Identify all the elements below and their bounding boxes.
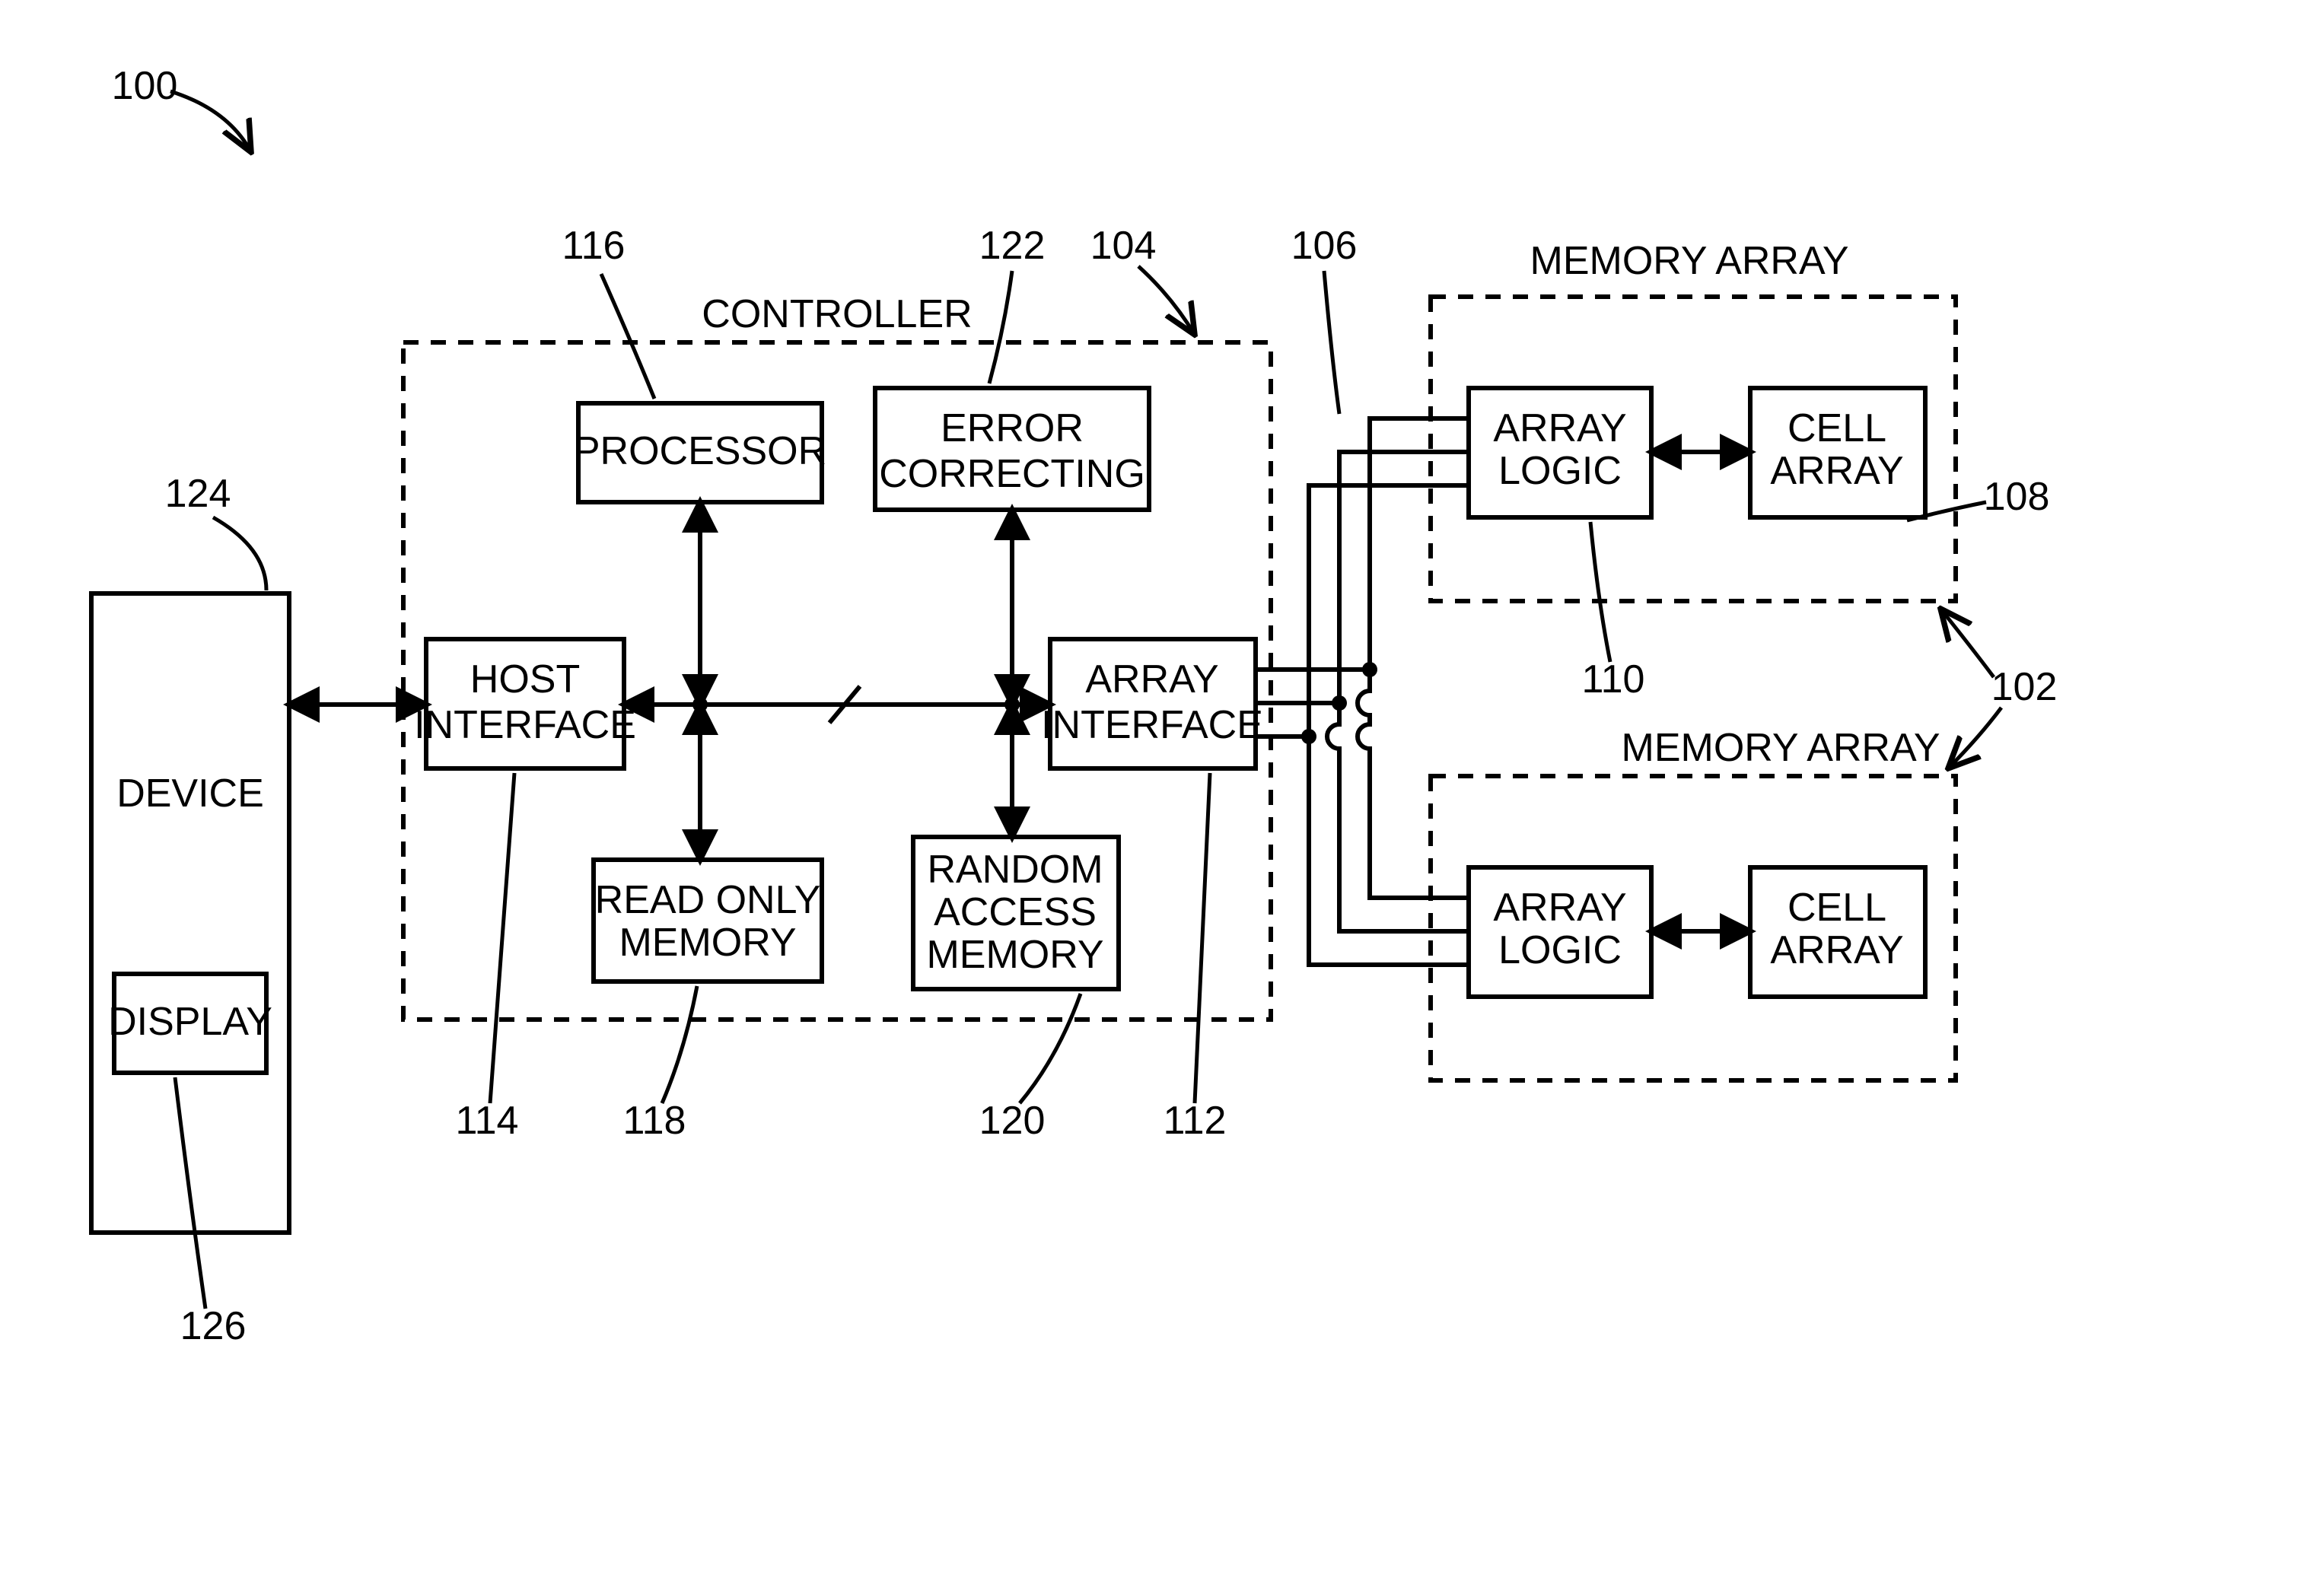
lead-110-icon (1590, 522, 1610, 662)
ref-112: 112 (1164, 1099, 1227, 1143)
lead-114-icon (490, 773, 514, 1103)
al2-l2: LOGIC (1498, 928, 1622, 972)
ref-102: 102 (1991, 665, 2058, 709)
ref-114: 114 (456, 1099, 519, 1143)
lead-106-icon (1324, 271, 1339, 414)
lead-118-icon (662, 986, 697, 1103)
lead-102b-icon (1948, 708, 2001, 768)
processor-label: PROCESSOR (574, 429, 826, 473)
ram-l3: MEMORY (926, 933, 1103, 977)
ca1-l2: ARRAY (1770, 449, 1903, 493)
ref-110: 110 (1582, 657, 1645, 702)
device-block (91, 593, 289, 1233)
mem-array-2-title: MEMORY ARRAY (1622, 726, 1940, 770)
device-label: DEVICE (116, 772, 264, 816)
ec-l1: ERROR (941, 406, 1084, 450)
ref-122: 122 (979, 224, 1046, 268)
lead-116-icon (601, 274, 654, 399)
lead-122-icon (989, 271, 1012, 383)
mem-array-1-title: MEMORY ARRAY (1530, 239, 1849, 283)
display-label: DISPLAY (108, 1000, 272, 1044)
al1-l2: LOGIC (1498, 449, 1622, 493)
lead-104-icon (1138, 266, 1195, 335)
lead-120-icon (1020, 994, 1081, 1103)
ref-120: 120 (979, 1099, 1046, 1143)
ai-l2: INTERFACE (1041, 703, 1263, 747)
ram-l2: ACCESS (934, 890, 1097, 934)
ref-126: 126 (180, 1304, 247, 1348)
ram-l1: RANDOM (927, 848, 1103, 892)
host-interface-l1: HOST (470, 657, 580, 702)
lead-124-icon (213, 517, 266, 590)
lead-100-icon (170, 91, 251, 152)
host-interface-l2: INTERFACE (414, 703, 636, 747)
ref-108: 108 (1984, 475, 2050, 519)
ref-104: 104 (1090, 224, 1157, 268)
ca1-l1: CELL (1788, 406, 1886, 450)
al2-l1: ARRAY (1493, 886, 1626, 930)
ref-106: 106 (1291, 224, 1358, 268)
rom-l1: READ ONLY (595, 878, 821, 922)
ref-124: 124 (165, 472, 231, 516)
ref-116: 116 (562, 224, 626, 268)
bus-to-array-1 (1256, 418, 1469, 737)
lead-112-icon (1195, 773, 1210, 1103)
ca2-l1: CELL (1788, 886, 1886, 930)
ref-118: 118 (623, 1099, 686, 1143)
ec-l2: CORRECTING (879, 452, 1145, 496)
ca2-l2: ARRAY (1770, 928, 1903, 972)
ai-l1: ARRAY (1085, 657, 1218, 702)
lead-102a-icon (1940, 609, 1994, 677)
rom-l2: MEMORY (619, 921, 796, 965)
al1-l1: ARRAY (1493, 406, 1626, 450)
controller-title: CONTROLLER (702, 292, 972, 336)
ref-100: 100 (112, 64, 178, 108)
bus-to-array-2 (1301, 662, 1469, 965)
block-diagram: DEVICE DISPLAY CONTROLLER HOST INTERFACE… (0, 0, 2324, 1578)
